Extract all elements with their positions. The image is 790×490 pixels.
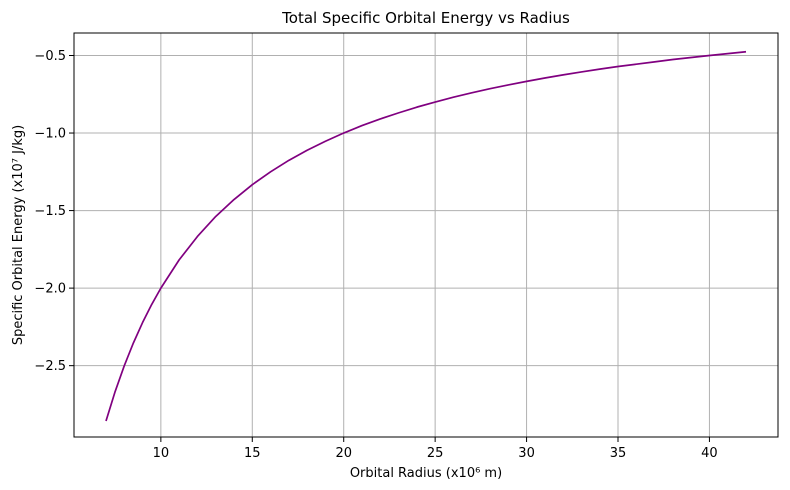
x-tick-label: 15 — [244, 446, 261, 461]
y-tick-label: −1.0 — [34, 127, 66, 142]
series-layer — [105, 50, 747, 422]
y-tick-label: −2.0 — [34, 282, 66, 297]
x-tick-label: 30 — [518, 446, 535, 461]
y-axis-ticks: −2.5 −2.0 −1.5 −1.0 −0.5 — [34, 49, 74, 374]
chart-title: Total Specific Orbital Energy vs Radius — [281, 9, 570, 27]
grid — [74, 33, 778, 437]
x-axis-label: Orbital Radius (x10⁶ m) — [350, 466, 502, 481]
y-tick-label: −2.5 — [34, 359, 66, 374]
x-tick-label: 20 — [335, 446, 352, 461]
x-tick-label: 25 — [427, 446, 444, 461]
y-tick-label: −0.5 — [34, 49, 66, 64]
y-tick-label: −1.5 — [34, 204, 66, 219]
series-line — [105, 50, 747, 422]
x-tick-label: 10 — [153, 446, 170, 461]
x-tick-label: 40 — [701, 446, 718, 461]
y-axis-label: Specific Orbital Energy (x10⁷ J/kg) — [11, 125, 26, 345]
x-axis-ticks: 10 15 20 25 30 35 40 — [153, 437, 718, 461]
plot-frame — [73, 32, 779, 438]
x-tick-label: 35 — [610, 446, 627, 461]
